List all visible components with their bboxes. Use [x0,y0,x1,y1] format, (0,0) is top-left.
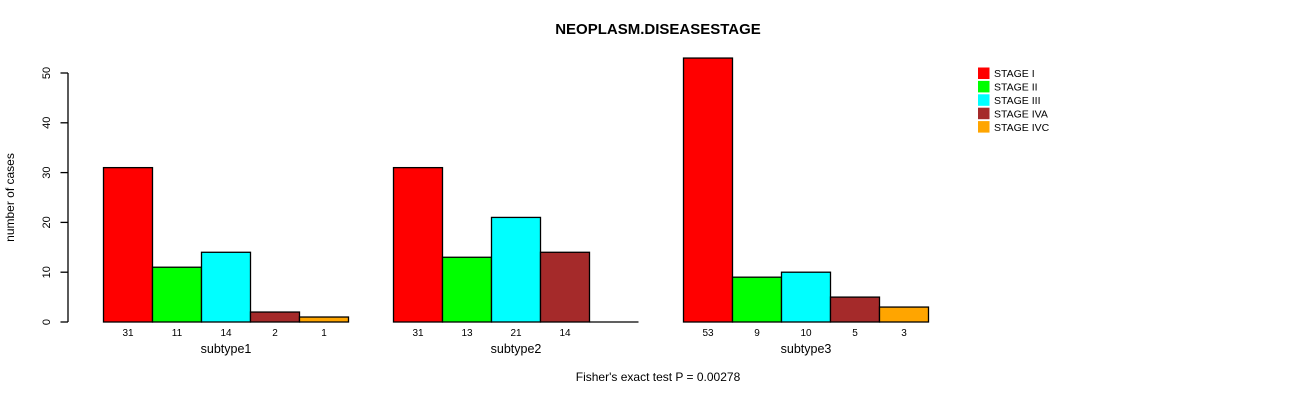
legend-label: STAGE II [994,82,1038,94]
legend-label: STAGE IVA [994,108,1048,120]
bar-value-label: 5 [852,328,858,339]
legend-label: STAGE IVC [994,122,1050,134]
category-label: subtype1 [201,342,252,356]
bar [829,296,881,323]
bar [441,256,493,323]
y-axis-tick-label: 0 [41,319,53,325]
bar-value-label: 21 [510,328,522,339]
bar [249,311,301,323]
bar-value-label: 1 [321,328,327,339]
bar-value-label: 14 [559,328,571,339]
bar-value-label: 3 [901,328,907,339]
bar-value-label: 31 [122,328,134,339]
bar [878,306,930,323]
y-axis-tick-label: 20 [41,216,53,228]
bar-value-label: 53 [702,328,714,339]
bar-value-label: 13 [461,328,473,339]
annotation-text: Fisher's exact test P = 0.00278 [576,370,741,384]
bar [200,251,252,323]
legend-swatch [978,107,990,120]
legend-swatch [978,67,990,79]
bar-value-label: 31 [412,328,424,339]
bar [539,251,591,323]
category-label: subtype3 [781,342,832,356]
category-label: subtype2 [491,342,542,356]
bar [102,166,154,323]
bar-value-label: 11 [172,328,183,339]
bar [490,216,542,323]
y-axis-tick-label: 50 [41,67,53,79]
legend-label: STAGE III [994,95,1040,107]
y-axis-tick-label: 30 [41,166,53,178]
bar [780,271,832,323]
bar-value-label: 9 [754,328,760,339]
y-axis-label: number of cases [3,153,17,242]
bar [151,266,203,323]
bar [682,57,734,323]
chart-title: NEOPLASM.DISEASESTAGE [555,21,761,38]
bar [392,166,444,323]
bar-value-label: 2 [272,328,278,339]
legend-swatch [978,94,990,106]
bar-value-label: 14 [220,328,232,339]
bar [731,276,783,323]
bar [298,316,350,323]
legend-swatch [978,80,990,93]
y-axis-tick-label: 10 [41,266,53,278]
legend-label: STAGE I [994,68,1035,80]
legend-swatch [978,121,990,133]
bar-value-label: 10 [800,328,812,339]
y-axis-tick-label: 40 [41,117,53,129]
